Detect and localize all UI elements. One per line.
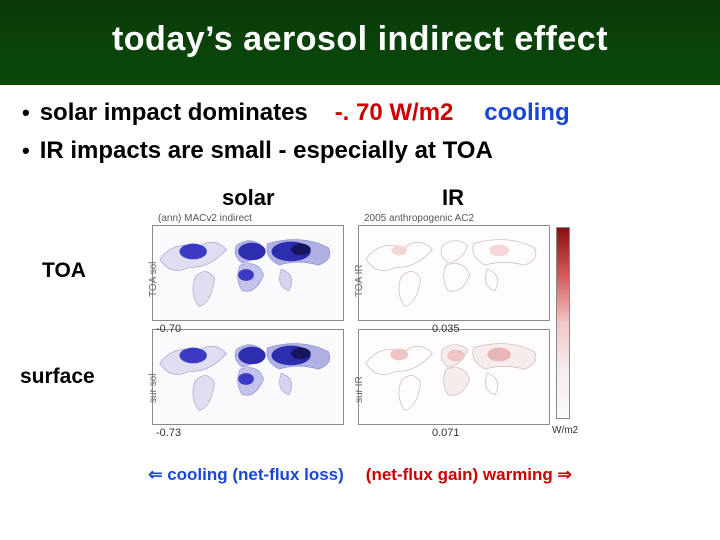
bullet-dot-icon: •	[22, 140, 30, 162]
map-warm-icon	[359, 330, 549, 424]
figure-area: solar IR TOA surface (ann) MACv2 indirec…	[0, 179, 720, 489]
legend-cool: ⇐ cooling (net-flux loss)	[148, 465, 344, 485]
slide-title: today’s aerosol indirect effect	[0, 0, 720, 85]
bullet-list: • solar impact dominates -. 70 W/m2 cool…	[0, 85, 720, 179]
row-label-surface: surface	[20, 365, 95, 389]
bullet-1-lead: solar impact dominates	[40, 99, 308, 126]
legend-row: ⇐ cooling (net-flux loss) (net-flux gain…	[0, 465, 720, 485]
panel-toa-ir	[358, 225, 550, 321]
colorbar-warm	[556, 227, 570, 419]
arrow-left-icon: ⇐	[148, 465, 162, 484]
val-surface-solar: -0.73	[156, 427, 181, 439]
panel-surface-ir	[358, 329, 550, 425]
bullet-1-value: -. 70 W/m2	[335, 99, 454, 126]
ylab-toa-sol: TOA sol	[148, 262, 159, 297]
ylab-sur-ir: sur IR	[354, 376, 365, 403]
bullet-2: • IR impacts are small - especially at T…	[22, 137, 698, 165]
map-cool-icon	[153, 226, 343, 320]
legend-warm-text: (net-flux gain) warming	[366, 465, 553, 484]
val-toa-ir: 0.035	[432, 323, 460, 335]
val-toa-solar: -0.70	[156, 323, 181, 335]
colorbar-unit: W/m2	[552, 425, 578, 436]
col-head-solar: solar	[222, 185, 275, 211]
arrow-right-icon: ⇒	[558, 465, 572, 484]
panel-title-right: 2005 anthropogenic AC2	[364, 213, 474, 224]
col-head-ir: IR	[442, 185, 464, 211]
map-warm-icon	[359, 226, 549, 320]
map-cool-icon	[153, 330, 343, 424]
panel-title-left: (ann) MACv2 indirect	[158, 213, 252, 224]
val-surface-ir: 0.071	[432, 427, 460, 439]
row-label-toa: TOA	[42, 259, 86, 283]
bullet-1: • solar impact dominates -. 70 W/m2 cool…	[22, 99, 698, 127]
bullet-1-tag: cooling	[484, 99, 569, 126]
legend-cool-text: cooling (net-flux loss)	[167, 465, 344, 484]
legend-warm: (net-flux gain) warming ⇒	[366, 465, 572, 485]
bullet-2-text: IR impacts are small - especially at TOA	[40, 137, 493, 165]
bullet-dot-icon: •	[22, 102, 30, 124]
ylab-sur-sol: sur sol	[148, 374, 159, 403]
panel-surface-solar	[152, 329, 344, 425]
panel-toa-solar	[152, 225, 344, 321]
ylab-toa-ir: TOA IR	[354, 264, 365, 297]
